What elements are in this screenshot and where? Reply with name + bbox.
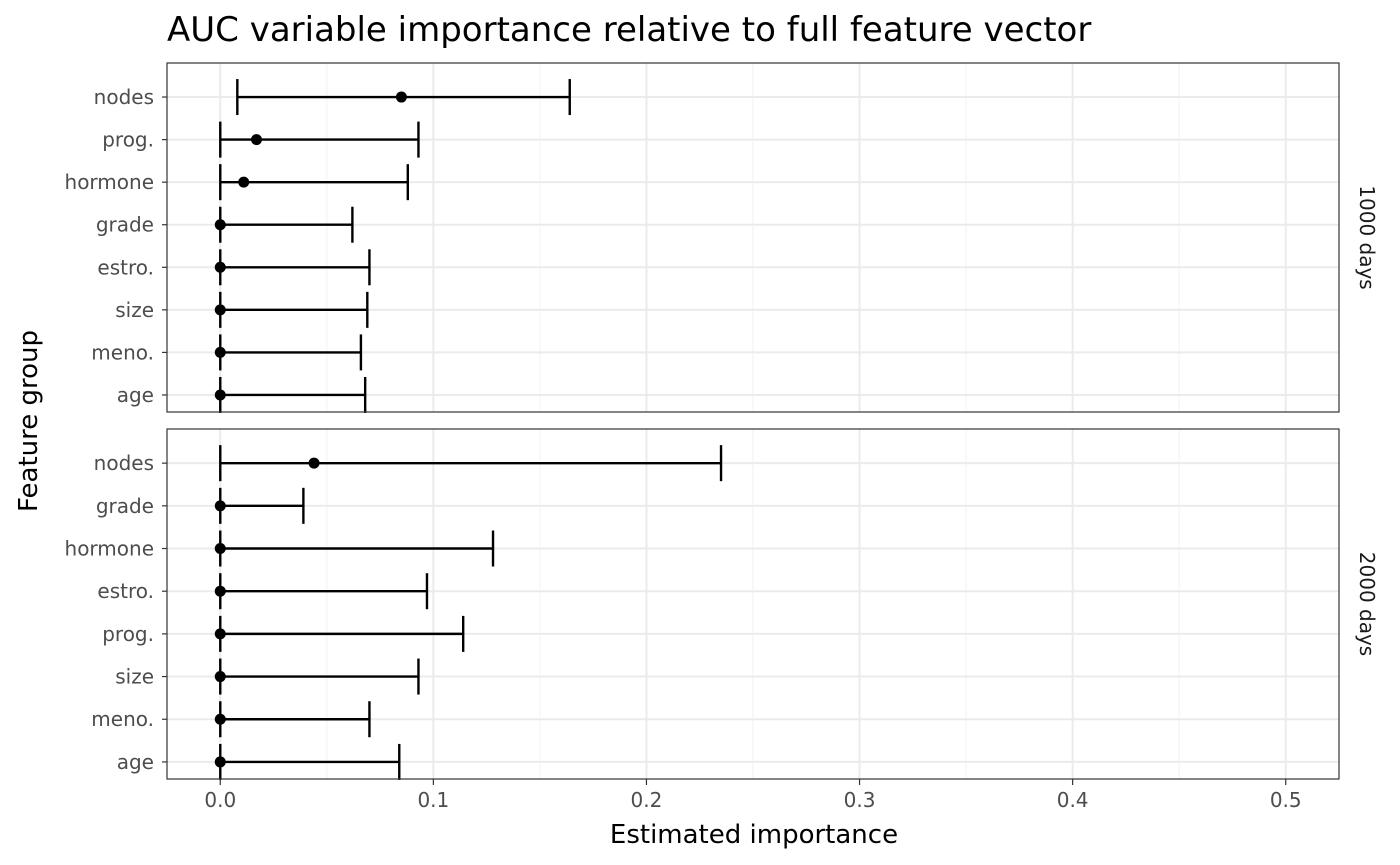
estimate-point: [214, 671, 226, 683]
feature-row: meno.: [91, 701, 371, 738]
facet-strip-label: 2000 days: [1355, 552, 1379, 656]
y-tick-label: prog.: [102, 128, 154, 152]
feature-row: grade: [96, 487, 305, 524]
estimate-point: [214, 261, 226, 273]
estimate-point: [214, 304, 226, 316]
y-tick-label: estro.: [97, 255, 154, 279]
y-tick-label: hormone: [65, 170, 154, 194]
chart-title: AUC variable importance relative to full…: [167, 10, 1091, 50]
y-tick-label: nodes: [94, 85, 154, 109]
feature-row: estro.: [97, 573, 429, 610]
estimate-point: [214, 346, 226, 358]
y-tick-label: size: [115, 298, 154, 322]
y-tick-label: nodes: [94, 451, 154, 475]
estimate-point: [238, 176, 250, 188]
y-tick-label: age: [117, 750, 154, 774]
x-tick-label: 0.2: [631, 788, 663, 812]
feature-row: estro.: [97, 249, 371, 286]
estimate-point: [214, 500, 226, 512]
y-tick-label: meno.: [91, 340, 154, 364]
y-tick-label: size: [115, 665, 154, 689]
y-tick-label: meno.: [91, 707, 154, 731]
facet-panels: nodes prog. hormone grade estro. size meno. age…: [65, 62, 1379, 780]
x-axis: 0.0 0.1 0.2 0.3 0.4 0.5: [204, 779, 1302, 812]
y-tick-label: age: [117, 383, 154, 407]
x-tick-label: 0.1: [417, 788, 449, 812]
feature-row: grade: [96, 206, 354, 243]
x-axis-title: Estimated importance: [610, 820, 898, 850]
feature-row: nodes: [94, 445, 723, 482]
feature-row: hormone: [65, 164, 409, 201]
y-tick-label: hormone: [65, 537, 154, 561]
panel-border: [166, 62, 1340, 413]
estimate-point: [214, 756, 226, 768]
estimate-point: [308, 457, 320, 469]
y-axis-title: Feature group: [14, 330, 44, 512]
panel-border: [166, 428, 1340, 780]
estimate-point: [214, 585, 226, 597]
facet-strip-label: 1000 days: [1355, 185, 1379, 289]
estimate-point: [214, 219, 226, 231]
estimate-point: [214, 389, 226, 401]
feature-row: hormone: [65, 530, 495, 567]
y-tick-label: grade: [96, 213, 154, 237]
facet-panel: nodes prog. hormone grade estro. size meno. age…: [65, 62, 1379, 413]
y-tick-label: grade: [96, 494, 154, 518]
estimate-point: [395, 91, 407, 103]
x-tick-label: 0.3: [844, 788, 876, 812]
facet-panel: nodes grade hormone estro. prog. size meno. age…: [65, 428, 1379, 780]
estimate-point: [214, 543, 226, 555]
estimate-point: [214, 713, 226, 725]
estimate-point: [250, 134, 262, 146]
feature-row: size: [115, 658, 420, 695]
feature-row: meno.: [91, 334, 363, 371]
feature-row: nodes: [94, 79, 571, 116]
y-tick-label: estro.: [97, 579, 154, 603]
y-tick-label: prog.: [102, 622, 154, 646]
feature-row: prog.: [102, 121, 420, 158]
feature-row: size: [115, 291, 369, 328]
x-tick-label: 0.4: [1057, 788, 1089, 812]
x-tick-label: 0.5: [1270, 788, 1302, 812]
x-tick-label: 0.0: [204, 788, 236, 812]
feature-row: age: [117, 376, 367, 413]
feature-row: age: [117, 743, 401, 780]
feature-row: prog.: [102, 615, 465, 652]
estimate-point: [214, 628, 226, 640]
